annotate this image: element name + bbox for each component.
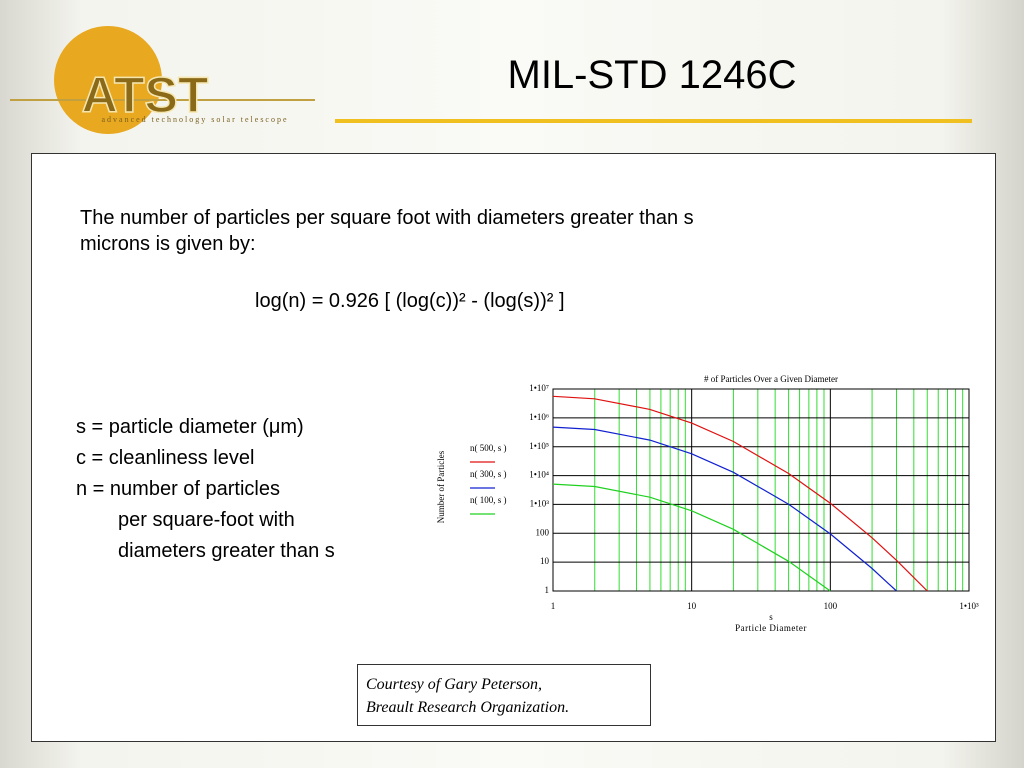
intro-line: The number of particles per square foot … bbox=[80, 207, 694, 229]
intro-line: microns is given by: bbox=[80, 233, 256, 255]
credit-line: Breault Research Organization. bbox=[366, 699, 570, 716]
legend-label: n( 300, s ) bbox=[470, 469, 507, 479]
x-tick-label: 100 bbox=[824, 601, 838, 611]
plot-area bbox=[552, 388, 970, 592]
series-line bbox=[552, 426, 897, 592]
slide-title: MIL-STD 1246C bbox=[508, 53, 797, 97]
credit-line: Courtesy of Gary Peterson, bbox=[366, 676, 542, 693]
y-tick-label: 100 bbox=[536, 527, 550, 537]
y-axis-label: Number of Particles bbox=[436, 450, 446, 523]
logo-text: ATST bbox=[82, 67, 209, 123]
y-tick-label: 1•10⁷ bbox=[529, 383, 549, 393]
x-tick-label: 1•10³ bbox=[959, 601, 979, 611]
legend-label: n( 100, s ) bbox=[470, 495, 507, 505]
x-tick-label: 1 bbox=[551, 601, 556, 611]
y-tick-label: 1•10⁶ bbox=[529, 412, 549, 422]
x-axis-symbol: s bbox=[769, 612, 773, 622]
header: ATST advanced technology solar telescope… bbox=[10, 26, 972, 134]
y-tick-label: 1•10⁵ bbox=[529, 441, 549, 451]
definition: c = cleanliness level bbox=[76, 447, 255, 469]
logo-tagline: advanced technology solar telescope bbox=[101, 115, 288, 124]
logo-circle bbox=[54, 26, 162, 134]
formula: log(n) = 0.926 [ (log(c))² - (log(s))² ] bbox=[255, 290, 565, 312]
definitions: s = particle diameter (μm) c = cleanline… bbox=[76, 412, 335, 567]
legend-label: n( 500, s ) bbox=[470, 443, 507, 453]
y-tick-label: 1 bbox=[545, 585, 550, 595]
definition: s = particle diameter (μm) bbox=[76, 416, 304, 438]
credit-box: Courtesy of Gary Peterson, Breault Resea… bbox=[357, 664, 651, 726]
x-axis-label: Particle Diameter bbox=[735, 623, 807, 633]
y-tick-label: 10 bbox=[540, 556, 550, 566]
definition: n = number of particles bbox=[76, 478, 280, 500]
series-line bbox=[552, 395, 928, 592]
chart-title: # of Particles Over a Given Diameter bbox=[704, 374, 838, 384]
intro: The number of particles per square foot … bbox=[80, 205, 694, 257]
y-tick-label: 1•10³ bbox=[530, 498, 550, 508]
series-line bbox=[552, 483, 831, 592]
definition: diameters greater than s bbox=[118, 540, 335, 562]
definition: per square-foot with bbox=[118, 509, 295, 531]
x-tick-label: 10 bbox=[687, 601, 697, 611]
y-tick-label: 1•10⁴ bbox=[529, 470, 549, 480]
